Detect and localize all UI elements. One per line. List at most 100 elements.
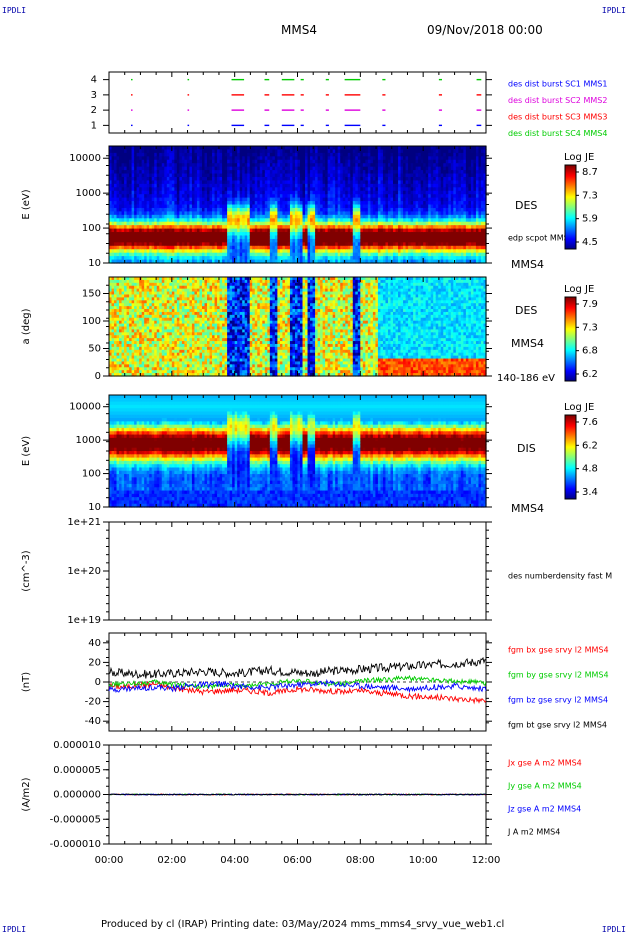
spectrogram-cell	[139, 238, 143, 243]
spectrogram-cell	[144, 245, 148, 250]
spectrogram-cell	[119, 170, 123, 175]
spectrogram-cell	[184, 235, 188, 240]
spectrogram-cell	[111, 163, 115, 168]
spectrogram-cell	[184, 207, 188, 212]
spectrogram-cell	[154, 163, 158, 168]
spectrogram-cell	[219, 197, 223, 202]
spectrogram-cell	[146, 194, 150, 199]
spectrogram-cell	[179, 259, 183, 264]
spectrogram-cell	[244, 187, 248, 192]
spectrogram-cell	[194, 225, 198, 230]
spectrogram-cell	[124, 214, 128, 219]
spectrogram-cell	[176, 225, 180, 230]
spectrogram-cell	[159, 249, 163, 254]
spectrogram-cell	[207, 214, 211, 219]
spectrogram-cell	[111, 245, 115, 250]
spectrogram-cell	[209, 152, 213, 157]
spectrogram-cell	[136, 146, 140, 151]
spectrogram-cell	[247, 176, 251, 182]
spectrogram-cell	[119, 183, 123, 188]
spectrogram-cell	[257, 207, 261, 212]
spectrogram-cell	[179, 159, 183, 164]
spectrogram-cell	[124, 235, 128, 240]
spectrogram-cell	[219, 170, 223, 175]
spacecraft-title: MMS4	[281, 23, 317, 37]
spectrogram-cell	[201, 166, 206, 171]
spectrogram-cell	[227, 259, 231, 264]
spectrogram-cell	[111, 187, 115, 192]
spectrogram-cell	[174, 156, 178, 161]
spectrogram-cell	[159, 163, 163, 168]
spectrogram-cell	[141, 238, 145, 243]
spectrogram-cell	[176, 256, 180, 261]
spectrogram-cell	[217, 218, 221, 223]
spectrogram-cell	[129, 228, 133, 233]
spectrogram-cell	[201, 228, 206, 233]
spectrogram-cell	[119, 166, 123, 171]
spectrogram-cell	[166, 173, 170, 178]
spectrogram-cell	[239, 228, 243, 233]
spectrogram-cell	[252, 221, 256, 226]
spectrogram-cell	[144, 256, 148, 261]
spectrogram-cell	[171, 204, 175, 209]
spectrogram-cell	[181, 163, 185, 168]
spectrogram-cell	[217, 211, 221, 216]
spectrogram-cell	[196, 146, 201, 151]
spectrogram-cell	[129, 211, 133, 216]
spectrogram-cell	[219, 201, 223, 206]
spectrogram-cell	[151, 238, 155, 243]
spectrogram-cell	[134, 149, 138, 154]
spectrogram-cell	[227, 176, 231, 182]
spectrogram-cell	[124, 156, 128, 161]
spectrogram-cell	[224, 235, 228, 240]
spectrogram-cell	[136, 156, 140, 161]
spectrogram-cell	[116, 235, 120, 240]
spectrogram-cell	[244, 170, 248, 175]
spectrogram-cell	[219, 173, 223, 178]
spectrogram-cell	[149, 170, 153, 175]
spectrogram-cell	[237, 225, 241, 230]
spectrogram-cell	[254, 176, 258, 182]
spectrogram-cell	[227, 242, 231, 247]
spectrogram-cell	[126, 204, 130, 209]
spectrogram-cell	[164, 235, 168, 240]
spectrogram-cell	[237, 180, 241, 185]
spectrogram-cell	[229, 242, 233, 247]
spectrogram-cell	[139, 180, 143, 185]
spectrogram-cell	[176, 221, 180, 226]
spectrogram-cell	[207, 235, 211, 240]
spectrogram-cell	[156, 190, 160, 195]
spectrogram-cell	[217, 232, 221, 237]
spectrogram-cell	[247, 180, 251, 185]
spectrogram-cell	[207, 163, 211, 168]
spectrogram-cell	[176, 207, 180, 212]
spectrogram-cell	[229, 173, 233, 178]
spectrogram-cell	[111, 183, 115, 188]
spectrogram-cell	[189, 187, 193, 192]
spectrogram-cell	[164, 232, 168, 237]
spectrogram-cell	[109, 170, 113, 175]
spectrogram-cell	[136, 176, 140, 182]
spectrogram-cell	[111, 207, 115, 212]
spectrogram-cell	[164, 259, 168, 264]
spectrogram-cell	[224, 245, 228, 250]
spectrogram-cell	[121, 173, 125, 178]
spectrogram-cell	[252, 245, 256, 250]
spectrogram-cell	[199, 249, 203, 254]
spectrogram-cell	[161, 249, 165, 254]
spectrogram-cell	[116, 149, 120, 154]
spectrogram-cell	[131, 173, 135, 178]
spectrogram-cell	[209, 238, 213, 243]
spectrogram-cell	[111, 170, 115, 175]
spectrogram-cell	[212, 242, 216, 247]
spectrogram-cell	[199, 163, 203, 168]
spectrogram-cell	[176, 159, 180, 164]
spectrogram-cell	[184, 221, 188, 226]
spectrogram-cell	[144, 146, 148, 151]
spectrogram-cell	[214, 190, 218, 195]
spectrogram-cell	[194, 190, 198, 195]
spectrogram-cell	[141, 194, 145, 199]
spectrogram-cell	[109, 214, 113, 219]
spectrogram-cell	[204, 176, 208, 182]
spectrogram-cell	[232, 225, 236, 230]
